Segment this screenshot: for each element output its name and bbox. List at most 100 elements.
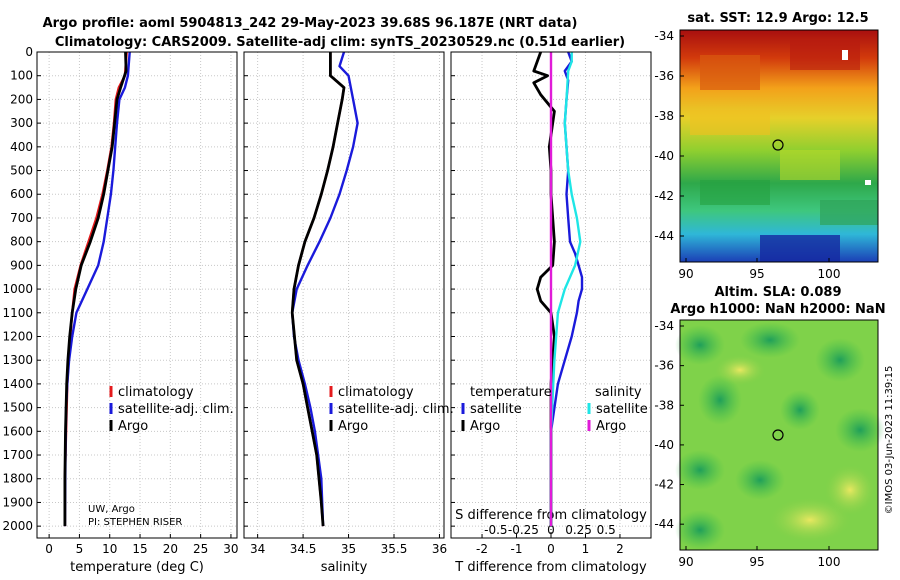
- legend-salinity: climatology satellite-adj. clim. Argo: [329, 385, 454, 434]
- sst-map-gap: [842, 50, 848, 60]
- lat-tick-label: -42: [654, 478, 674, 492]
- lat-tick-label: -44: [654, 229, 674, 243]
- xtick-label: 35.5: [381, 542, 408, 556]
- legend-diff-s-sat: satellite: [596, 402, 648, 417]
- xtick-label: 2: [616, 542, 624, 556]
- depth-tick-label: 1600: [2, 424, 33, 438]
- depth-tick-label: 200: [10, 92, 33, 106]
- lat-tick-label: -34: [654, 319, 674, 333]
- xtick-label: 15: [132, 542, 147, 556]
- xtick-label: 0: [45, 542, 53, 556]
- series-argo: [63, 51, 128, 527]
- lat-tick-label: -42: [654, 189, 674, 203]
- xtick-label: 34: [250, 542, 265, 556]
- xtick-label: 10: [102, 542, 117, 556]
- lat-tick-label: -40: [654, 149, 674, 163]
- series-s-satellite: [549, 52, 582, 527]
- lon-tick-label: 95: [749, 555, 764, 569]
- depth-tick-label: 1800: [2, 472, 33, 486]
- legend-diff-t-sat: satellite: [470, 402, 522, 417]
- stick-label: -0.25: [508, 523, 539, 537]
- legend-diff-t-argo: Argo: [470, 419, 500, 434]
- depth-tick-label: 300: [10, 116, 33, 130]
- xtick-label: 0: [547, 542, 555, 556]
- lat-tick-label: -36: [654, 359, 674, 373]
- xtick-label: 1: [582, 542, 590, 556]
- lat-tick-label: -38: [654, 109, 674, 123]
- sst-map: [679, 29, 879, 263]
- lon-tick-label: 100: [818, 267, 841, 281]
- depth-tick-label: 400: [10, 140, 33, 154]
- plot-area: [37, 52, 237, 538]
- plot-area: [244, 52, 444, 538]
- xtick-label: 25: [193, 542, 208, 556]
- lat-tick-label: -34: [654, 29, 674, 43]
- legend-sal-clim: climatology: [338, 385, 414, 400]
- depth-tick-label: 1900: [2, 495, 33, 509]
- legend-diff-temp-title: temperature: [470, 385, 552, 400]
- lat-tick-label: -40: [654, 438, 674, 452]
- sla-map: [675, 319, 885, 551]
- xtick-label: 20: [163, 542, 178, 556]
- depth-tick-label: 1700: [2, 448, 33, 462]
- stick-label: 0.25: [565, 523, 592, 537]
- legend-diff-s-argo: Argo: [596, 419, 626, 434]
- stick-label: -0.5: [484, 523, 507, 537]
- depth-tick-label: 1100: [2, 306, 33, 320]
- legend-temp-sat: satellite-adj. clim.: [118, 402, 234, 417]
- sla-map-title2: Argo h1000: NaN h2000: NaN: [670, 302, 885, 317]
- series-satellite-adj--clim-: [291, 51, 359, 527]
- depth-tick-label: 900: [10, 258, 33, 272]
- lat-tick-label: -36: [654, 69, 674, 83]
- series-t-argo: [532, 51, 556, 527]
- sla-map-title1: Altim. SLA: 0.089: [715, 285, 842, 300]
- lat-tick-label: -38: [654, 398, 674, 412]
- legend-temp-argo: Argo: [118, 419, 148, 434]
- sla-argo-marker: [772, 429, 784, 441]
- legend-temperature: climatology satellite-adj. clim. Argo: [109, 385, 234, 434]
- legend-diff-sal-title: salinity: [595, 385, 642, 400]
- xtick-label: 5: [76, 542, 84, 556]
- depth-tick-label: 800: [10, 235, 33, 249]
- depth-tick-label: 1300: [2, 353, 33, 367]
- stick-label: 0.5: [597, 523, 616, 537]
- depth-tick-label: 1400: [2, 377, 33, 391]
- plot-frame: [450, 51, 652, 539]
- xtick-label: -1: [511, 542, 523, 556]
- panel-salinity: 34 34.5 35 35.5 36 salinity: [243, 51, 447, 575]
- lat-tick-label: -44: [654, 517, 674, 531]
- depth-tick-label: 1500: [2, 401, 33, 415]
- title-line1: Argo profile: aoml 5904813_242 29-May-20…: [43, 16, 578, 31]
- lon-tick-label: 95: [749, 267, 764, 281]
- sst-argo-marker: [772, 139, 784, 151]
- depth-tick-label: 600: [10, 187, 33, 201]
- xtick-label: 36: [432, 542, 447, 556]
- xtick-label: -2: [476, 542, 488, 556]
- lon-tick-label: 90: [678, 267, 693, 281]
- xaxis-label: temperature (deg C): [70, 560, 204, 575]
- xaxis-label: T difference from climatology: [454, 560, 647, 575]
- xtick-label: 35: [341, 542, 356, 556]
- depth-tick-label: 500: [10, 164, 33, 178]
- credit-pi: PI: STEPHEN RISER: [88, 517, 182, 528]
- title-line2: Climatology: CARS2009. Satellite-adj cli…: [55, 35, 625, 50]
- sst-map-title: sat. SST: 12.9 Argo: 12.5: [687, 11, 868, 26]
- xaxis-label: salinity: [321, 560, 368, 575]
- series-argo: [290, 52, 346, 527]
- depth-tick-label: 1000: [2, 282, 33, 296]
- imos-stamp: ©IMOS 03-Jun-2023 11:39:15: [884, 366, 895, 515]
- xtick-label: 30: [223, 542, 238, 556]
- lon-tick-label: 90: [678, 555, 693, 569]
- panel-temperature: 0 100 200 300 400 500 600 700 800 900 1000 1100 1200…: [2, 45, 238, 575]
- depth-tick-label: 100: [10, 69, 33, 83]
- credit-uw: UW, Argo: [88, 504, 135, 515]
- depth-tick-label: 2000: [2, 519, 33, 533]
- legend-difference: temperature satellite Argo salinity sate…: [461, 385, 648, 434]
- lon-tick-label: 100: [818, 555, 841, 569]
- plot-frame: [243, 51, 445, 539]
- depth-tick-label: 1200: [2, 329, 33, 343]
- xtick-label: 34.5: [290, 542, 317, 556]
- depth-tick-label: 700: [10, 211, 33, 225]
